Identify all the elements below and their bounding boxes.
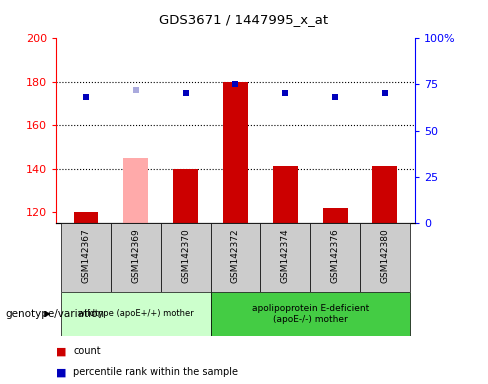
Bar <box>61 223 111 292</box>
Text: GSM142376: GSM142376 <box>330 228 340 283</box>
Bar <box>273 166 298 223</box>
Text: GSM142374: GSM142374 <box>281 228 290 283</box>
Bar <box>123 158 148 223</box>
Bar <box>74 212 99 223</box>
Text: genotype/variation: genotype/variation <box>5 309 104 319</box>
Text: GSM142370: GSM142370 <box>181 228 190 283</box>
Text: GSM142372: GSM142372 <box>231 228 240 283</box>
Bar <box>173 169 198 223</box>
Bar <box>372 166 397 223</box>
Bar <box>223 82 248 223</box>
Bar <box>261 223 310 292</box>
Bar <box>323 207 347 223</box>
Text: GDS3671 / 1447995_x_at: GDS3671 / 1447995_x_at <box>160 13 328 26</box>
Text: count: count <box>73 346 101 356</box>
Text: apolipoprotein E-deficient
(apoE-/-) mother: apolipoprotein E-deficient (apoE-/-) mot… <box>251 304 369 324</box>
Text: GSM142367: GSM142367 <box>81 228 90 283</box>
Bar <box>111 223 161 292</box>
Text: ■: ■ <box>56 367 67 377</box>
Text: GSM142380: GSM142380 <box>381 228 389 283</box>
Bar <box>210 223 261 292</box>
Text: ■: ■ <box>56 346 67 356</box>
Bar <box>360 223 410 292</box>
Bar <box>310 223 360 292</box>
Bar <box>61 292 210 336</box>
Text: GSM142369: GSM142369 <box>131 228 141 283</box>
Bar <box>210 292 410 336</box>
Bar <box>161 223 210 292</box>
Text: wildtype (apoE+/+) mother: wildtype (apoE+/+) mother <box>78 310 194 318</box>
Text: percentile rank within the sample: percentile rank within the sample <box>73 367 238 377</box>
